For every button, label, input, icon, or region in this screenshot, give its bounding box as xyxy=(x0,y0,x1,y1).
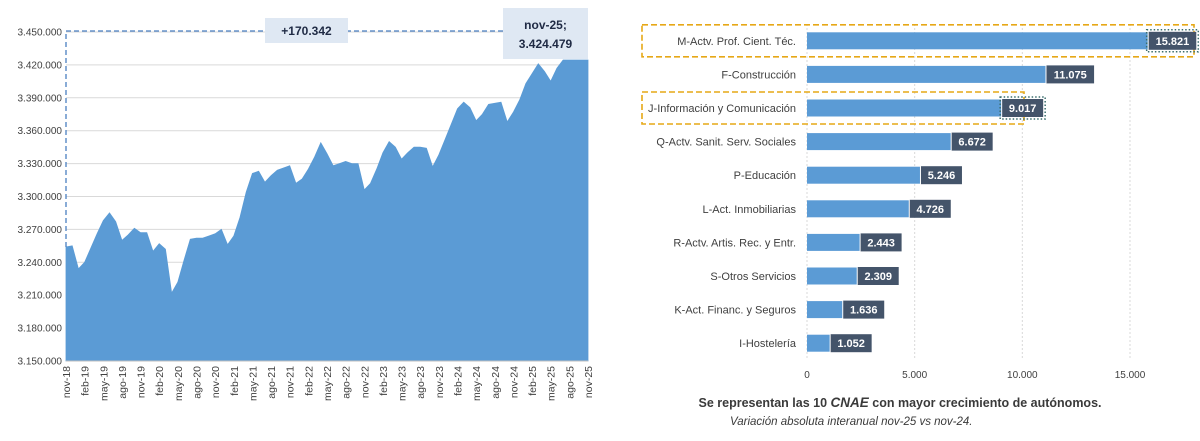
bar xyxy=(807,32,1148,50)
category-label: I-Hostelería xyxy=(739,338,797,350)
x-tick-label: ago-19 xyxy=(117,366,129,399)
x-tick-label: feb-20 xyxy=(154,366,166,396)
y-tick-label: 3.240.000 xyxy=(18,258,63,269)
value-label-box xyxy=(951,132,993,151)
x-tick-label: may-19 xyxy=(98,366,110,401)
value-label-box xyxy=(1046,65,1095,84)
last-value-number: 3.424.479 xyxy=(519,37,573,51)
chart-footnote: Se representan las 10 CNAE con mayor cre… xyxy=(698,395,1102,410)
x-tick-label: ago-21 xyxy=(266,366,278,399)
value-label-box xyxy=(909,199,951,218)
value-label: 1.636 xyxy=(850,305,878,317)
category-label: F-Construcción xyxy=(721,69,796,81)
delta-callout-label: +170.342 xyxy=(281,24,332,38)
value-label: 2.443 xyxy=(867,237,895,249)
x-tick-label: feb-19 xyxy=(80,366,92,396)
value-label: 6.672 xyxy=(958,137,986,149)
cnae-bar-chart: 0 5.000 10.000 15.000 M-Actv. Prof. Cient. T… xyxy=(641,23,1200,381)
x-tick-label: nov-25 xyxy=(583,366,595,398)
value-label-box xyxy=(860,233,902,252)
value-highlight-frame xyxy=(1145,29,1200,53)
y-tick-label: 3.390.000 xyxy=(18,93,63,104)
y-tick-label: 3.300.000 xyxy=(18,192,63,203)
bar xyxy=(807,166,920,184)
x-tick-label: 15.000 xyxy=(1115,370,1146,381)
x-tick-label: ago-25 xyxy=(564,366,576,399)
last-value-callout-box xyxy=(503,8,588,59)
bar xyxy=(807,267,857,285)
x-tick-label: feb-23 xyxy=(378,366,390,396)
series-area xyxy=(65,59,589,362)
category-label: K-Act. Financ. y Seguros xyxy=(674,305,796,317)
delta-callout-box xyxy=(265,18,348,43)
value-label-box xyxy=(1148,31,1197,50)
y-tick-label: 3.450.000 xyxy=(18,28,63,39)
last-value-date: nov-25; xyxy=(524,18,567,32)
y-tick-label: 3.150.000 xyxy=(18,357,63,368)
bar xyxy=(807,133,951,151)
x-tick-label: feb-25 xyxy=(527,366,539,396)
category-label: S-Otros Servicios xyxy=(710,271,796,283)
x-tick-label: 10.000 xyxy=(1007,370,1038,381)
x-tick-label: nov-21 xyxy=(285,366,297,398)
value-label: 15.821 xyxy=(1156,36,1190,48)
x-tick-label: may-23 xyxy=(397,366,409,401)
x-tick-label: ago-22 xyxy=(341,366,353,399)
chart-footnote-subtitle: Variación absoluta interanual nov-25 vs … xyxy=(730,416,973,428)
x-tick-label: may-25 xyxy=(546,366,558,401)
value-label-box xyxy=(830,334,872,353)
category-label: R-Actv. Artis. Rec. y Entr. xyxy=(673,237,796,249)
x-tick-label: may-20 xyxy=(173,366,185,401)
y-tick-label: 3.420.000 xyxy=(18,60,63,71)
bar xyxy=(807,301,843,319)
value-label-box xyxy=(1002,99,1044,117)
y-tick-label: 3.180.000 xyxy=(18,324,63,335)
y-tick-label: 3.270.000 xyxy=(18,225,63,236)
x-tick-label: may-24 xyxy=(471,366,483,401)
value-label-box xyxy=(920,166,962,185)
x-tick-label: 5.000 xyxy=(902,370,927,381)
x-tick-label: nov-19 xyxy=(136,366,148,398)
y-tick-label: 3.360.000 xyxy=(18,126,63,137)
category-label: Q-Actv. Sanit. Serv. Sociales xyxy=(656,137,796,149)
y-tick-label: 3.210.000 xyxy=(18,291,63,302)
value-label: 5.246 xyxy=(928,170,956,182)
x-tick-label: 0 xyxy=(804,370,810,381)
bar xyxy=(807,200,909,218)
x-tick-label: ago-23 xyxy=(415,366,427,399)
x-tick-label: nov-22 xyxy=(359,366,371,398)
bar xyxy=(807,233,860,251)
value-label: 4.726 xyxy=(917,204,945,216)
category-label: M-Actv. Prof. Cient. Téc. xyxy=(677,36,796,48)
x-tick-label: ago-24 xyxy=(490,366,502,399)
value-label-box xyxy=(843,300,885,319)
category-label: J-Información y Comunicación xyxy=(648,103,796,115)
x-tick-label: nov-24 xyxy=(508,366,520,398)
value-highlight-frame xyxy=(999,96,1046,120)
x-tick-label: feb-22 xyxy=(303,366,315,396)
x-tick-label: may-21 xyxy=(247,366,259,401)
value-label: 9.017 xyxy=(1009,103,1037,115)
value-label-box xyxy=(857,267,899,285)
x-tick-label: nov-18 xyxy=(61,366,73,398)
category-label: P-Educación xyxy=(734,170,796,182)
bar xyxy=(807,99,1002,117)
bar xyxy=(807,334,830,352)
value-label: 11.075 xyxy=(1054,69,1087,81)
x-tick-label: ago-20 xyxy=(192,366,204,399)
x-tick-label: feb-24 xyxy=(453,366,465,396)
bar xyxy=(807,65,1046,83)
x-tick-label: nov-23 xyxy=(434,366,446,398)
x-tick-label: nov-20 xyxy=(210,366,222,398)
x-tick-label: feb-21 xyxy=(229,366,241,396)
x-tick-label: may-22 xyxy=(322,366,334,401)
category-label: L-Act. Inmobiliarias xyxy=(702,204,796,216)
value-label: 2.309 xyxy=(864,271,892,283)
affiliates-area-chart: 3.150.000 3.180.000 3.210.000 3.240.000 3.27… xyxy=(18,8,595,401)
y-tick-label: 3.330.000 xyxy=(18,159,63,170)
value-label: 1.052 xyxy=(837,338,865,350)
